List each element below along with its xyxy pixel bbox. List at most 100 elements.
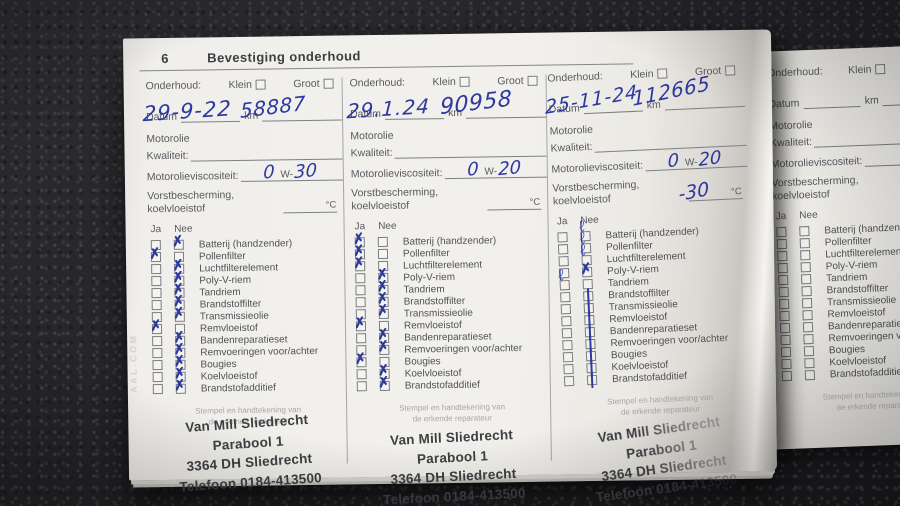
ja-checkbox <box>356 369 367 380</box>
pen-mark: ℓ <box>557 267 564 285</box>
vorst-label-line2: koelvloeistof <box>351 199 410 212</box>
pen-mark: ℓ <box>579 242 586 260</box>
viscosity-prefix-handwriting: 0 <box>262 161 275 184</box>
onderhoud-label: Onderhoud: <box>349 76 406 90</box>
pen-mark: ✗ <box>376 337 391 355</box>
pen-mark: ✗ <box>375 301 390 319</box>
ja-checkbox <box>778 287 789 298</box>
entry-slot-2: Onderhoud: Klein Groot Datum km 29.1.24 … <box>346 73 551 506</box>
kwaliteit-row: Kwaliteit: <box>770 129 900 149</box>
ja-checkbox <box>778 275 789 286</box>
kwaliteit-blank-line <box>814 140 900 148</box>
viscositeit-label: Motorolieviscositeit: <box>770 154 863 171</box>
checklist-item-label: Tandriem <box>825 271 868 285</box>
ja-checkbox <box>152 348 163 359</box>
ja-checkbox <box>560 292 571 303</box>
ja-checkbox <box>355 297 366 308</box>
vorst-blank-line: -30 °C <box>678 178 744 206</box>
repair-shop-stamp: Van Mill Sliedrecht Parabool 1 3364 DH Sli… <box>148 407 349 498</box>
nee-checkbox: ✗ <box>173 376 187 395</box>
pen-mark: ✗ <box>171 304 186 322</box>
groot-option: Groot <box>293 77 334 91</box>
vorstbescherming-row: Vorstbescherming, koelvloeistof °C <box>351 185 547 213</box>
vorst-label-line1: Vorstbescherming, <box>351 186 439 200</box>
vorst-labels: Vorstbescherming, koelvloeistof <box>147 189 234 215</box>
ja-checkbox <box>356 381 367 392</box>
ja-checkbox <box>355 273 366 284</box>
ja-label: Ja <box>150 224 162 236</box>
viscositeit-blank-line: 0 W- 20 <box>444 157 547 181</box>
klein-option: Klein <box>432 76 470 88</box>
checklist-item-label: Pollenfilter <box>402 247 450 260</box>
checklist-item-label: Luchtfilterelement <box>199 262 279 275</box>
checklist-item-label: Brandstofadditief <box>200 382 276 395</box>
ja-checkbox: ✗ <box>352 254 366 272</box>
ja-checkbox: ✗ <box>148 245 162 263</box>
viscosity-suffix-handwriting: 30 <box>293 159 317 184</box>
checklist-item-label: Brandstofadditief <box>829 366 900 381</box>
nee-checkbox <box>804 358 815 369</box>
klein-option: Klein <box>848 63 886 76</box>
ja-checkbox <box>152 372 163 383</box>
checklist-item-label: Tandriem <box>199 286 241 299</box>
checklist: ✗ Batterij (handzender) ✗ Pollenfilter ✗ Luch… <box>352 230 550 393</box>
ja-checkbox <box>780 335 791 346</box>
groot-label: Groot <box>293 77 320 91</box>
viscositeit-row: Motorolieviscositeit: 0 W- 30 <box>147 160 343 184</box>
vorst-label-line2: koelvloeistof <box>147 202 206 215</box>
datum-blank-line <box>803 104 862 110</box>
vorstbescherming-row: Vorstbescherming, koelvloeistof -30 °C <box>552 174 749 208</box>
nee-checkbox <box>801 286 812 297</box>
viscositeit-blank-line: 0 W- 30 <box>240 160 343 184</box>
viscositeit-row: Motorolieviscositeit: 0 W- 20 <box>351 157 547 181</box>
ja-checkbox <box>151 288 162 299</box>
nee-checkbox <box>802 310 813 321</box>
viscositeit-row: Motorolieviscositeit: W- <box>770 147 900 171</box>
nee-checkbox: ✗ <box>376 301 390 320</box>
viscosity-suffix-handwriting: 20 <box>497 156 521 181</box>
ja-label: Ja <box>556 216 568 228</box>
kwaliteit-blank-line <box>190 157 343 162</box>
nee-checkbox: ✗ <box>579 259 593 278</box>
datum-row: Datum km <box>768 79 900 111</box>
klein-checkbox <box>875 64 886 75</box>
booklet-spread: 6 Bevestiging onderhoud AAL.COM Onderhou… <box>122 29 778 506</box>
checklist-item-label: Remvloeistof <box>199 322 258 335</box>
viscosity-printed-w: W- <box>280 169 294 181</box>
vorst-label-line2: koelvloeistof <box>552 192 611 208</box>
page-number: 6 <box>161 50 169 67</box>
stempel-note: Stempel en handtekening van de erkende r… <box>354 402 550 426</box>
ja-checkbox <box>152 384 163 395</box>
groot-checkbox <box>323 78 334 89</box>
checklist-item-label: Poly-V-riem <box>403 271 456 284</box>
checklist-item-label: Brandstoffilter <box>403 295 466 308</box>
km-blank-line <box>882 101 900 107</box>
nee-checkbox: ✗ <box>171 232 185 251</box>
ja-checkbox: ✗ <box>149 316 163 335</box>
km-blank-line <box>466 115 547 119</box>
checklist: Batterij (handzender) Pollenfilter Luchtfi… <box>773 219 900 382</box>
pen-mark: ✗ <box>353 349 368 368</box>
nee-checkbox <box>801 274 812 285</box>
onderhoud-row: Onderhoud: Klein Groot <box>349 75 546 90</box>
checklist-item-label: Batterij (handzender) <box>198 237 293 251</box>
ja-checkbox <box>561 316 572 327</box>
ja-nee-header: Ja Nee <box>352 219 548 233</box>
nee-checkbox <box>799 226 810 237</box>
klein-label: Klein <box>629 67 654 82</box>
ja-checkbox <box>777 251 788 262</box>
checklist-item-label: Transmissieolie <box>403 307 473 320</box>
onderhoud-label: Onderhoud: <box>767 65 823 80</box>
pen-mark: ✗ <box>376 373 391 391</box>
ja-checkbox <box>780 347 792 358</box>
pen-mark: ✗ <box>148 316 163 335</box>
pen-mark: ✗ <box>172 376 187 394</box>
ja-checkbox: ℓ <box>558 267 570 291</box>
nee-checkbox <box>804 370 816 381</box>
ja-checkbox <box>562 340 573 351</box>
checklist-row: ✗ Brandstofadditief <box>354 373 550 393</box>
checklist-item-label: Bandenreparatieset <box>200 333 288 347</box>
checklist-item-label: Batterij (handzender) <box>402 235 497 248</box>
viscositeit-blank-line: W- <box>863 147 900 167</box>
